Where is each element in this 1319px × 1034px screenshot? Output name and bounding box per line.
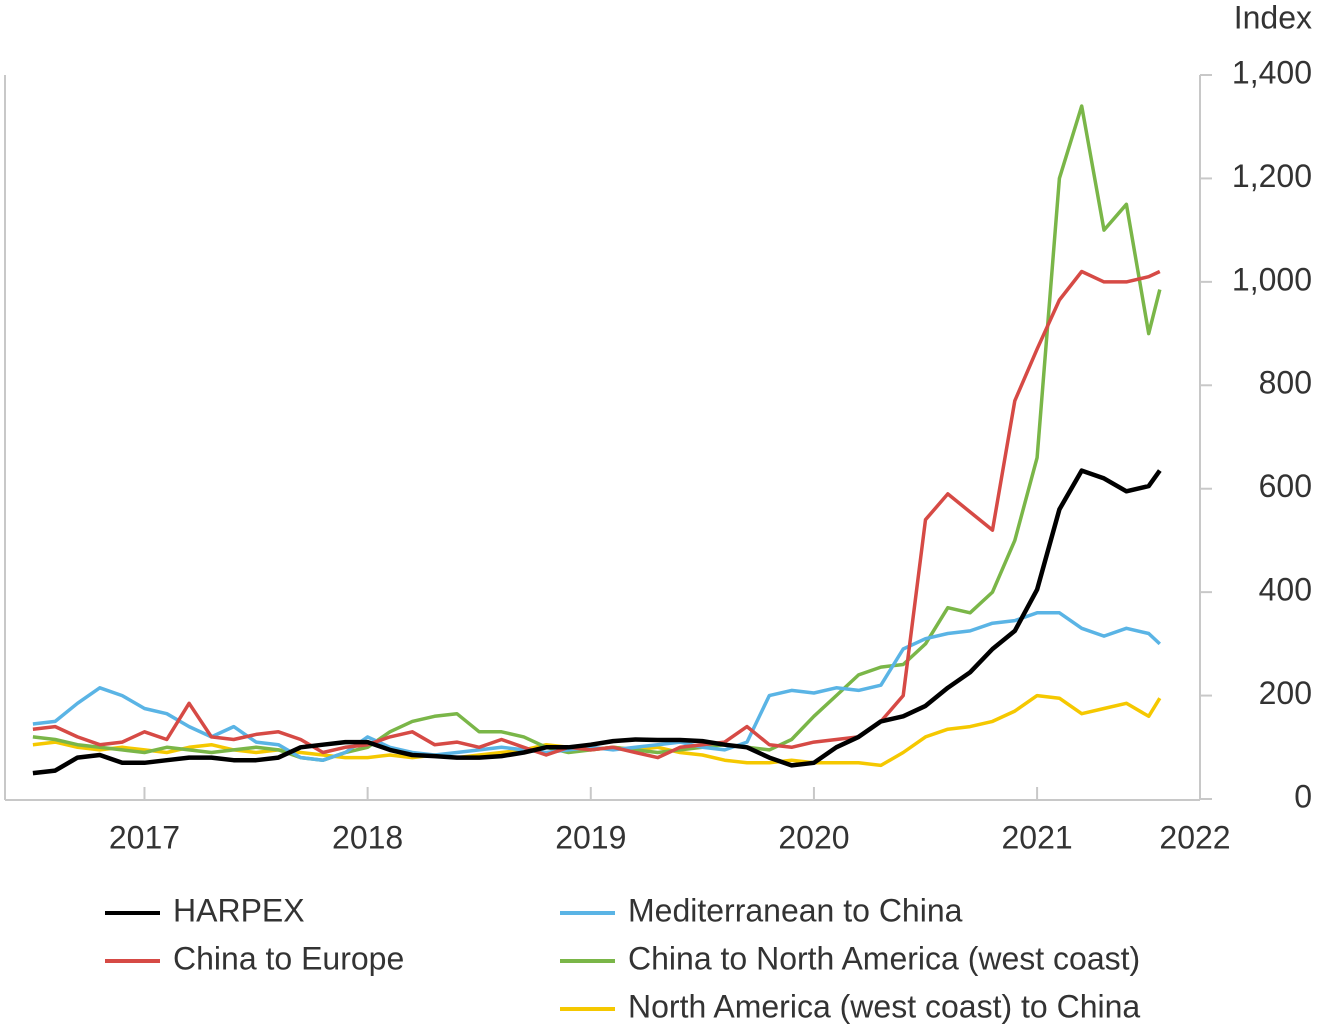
legend-label: China to Europe: [173, 940, 404, 976]
legend-label: China to North America (west coast): [628, 940, 1140, 976]
y-tick-label: 1,400: [1232, 54, 1312, 90]
y-axis-label: Index: [1234, 0, 1312, 35]
y-tick-label: 1,200: [1232, 158, 1312, 194]
x-tick-label: 2022: [1159, 819, 1230, 855]
series-line: [32, 104, 1162, 762]
x-tick-label: 2019: [555, 819, 626, 855]
x-tick-label: 2017: [109, 819, 180, 855]
legend-label: North America (west coast) to China: [628, 988, 1140, 1024]
y-tick-label: 600: [1259, 468, 1312, 504]
series-line: [32, 611, 1161, 762]
legend-label: HARPEX: [173, 892, 305, 928]
y-tick-label: 1,000: [1232, 261, 1312, 297]
series-line: [32, 693, 1162, 768]
series-line: [32, 269, 1161, 760]
y-tick-label: 200: [1259, 675, 1312, 711]
legend-label: Mediterranean to China: [628, 892, 963, 928]
x-tick-label: 2021: [1002, 819, 1073, 855]
x-tick-label: 2018: [332, 819, 403, 855]
y-tick-label: 0: [1294, 778, 1312, 814]
y-tick-label: 800: [1259, 365, 1312, 401]
y-tick-label: 400: [1259, 572, 1312, 608]
x-tick-label: 2020: [778, 819, 849, 855]
series-line: [32, 468, 1162, 776]
